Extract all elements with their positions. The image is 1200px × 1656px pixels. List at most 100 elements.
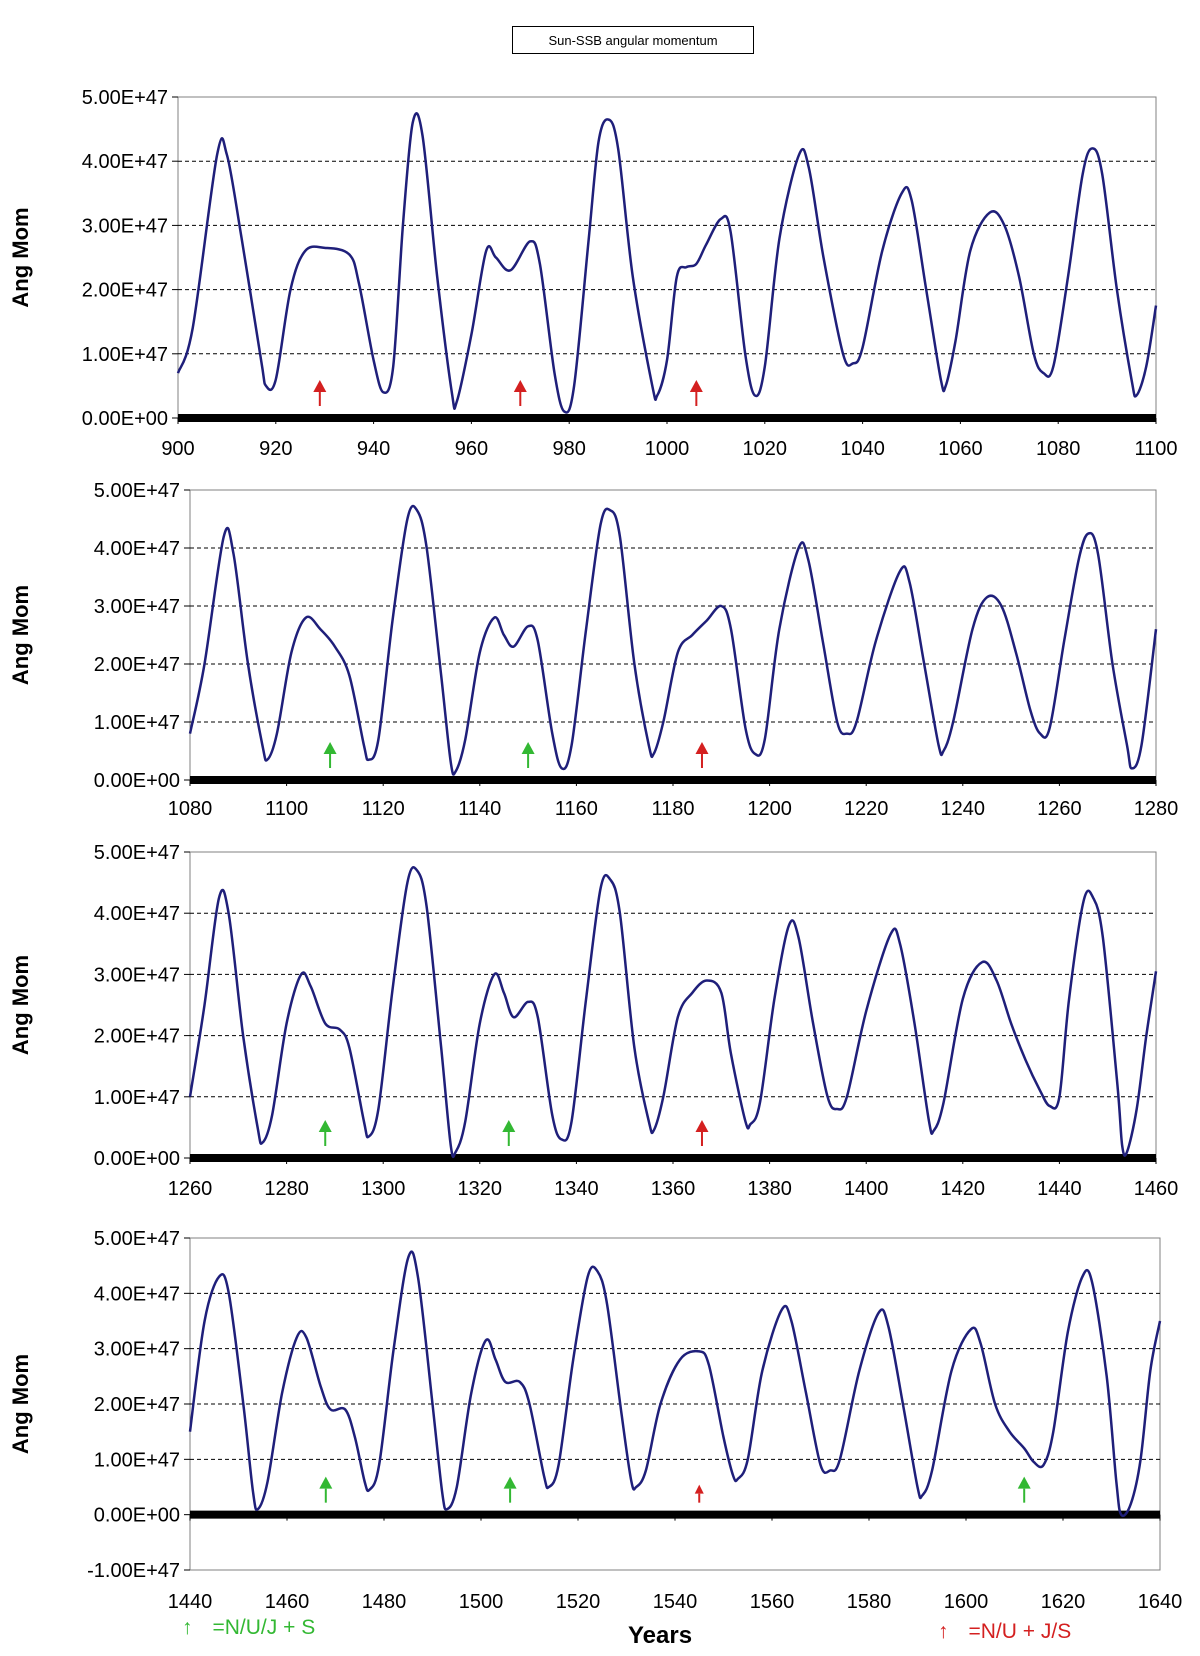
x-tick-label: 1460 (1134, 1178, 1179, 1200)
plot-area (189, 851, 1157, 1159)
y-tick-label: 3.00E+47 (82, 215, 168, 237)
x-tick-label: 1540 (653, 1591, 698, 1613)
green-arrow-marker (319, 1476, 333, 1503)
x-tick-label: 1160 (555, 798, 598, 820)
y-tick-label: 1.00E+47 (94, 712, 180, 734)
x-tick-label: 1480 (362, 1591, 407, 1613)
series-line (176, 112, 1158, 414)
x-tick-label: 1380 (747, 1178, 792, 1200)
chart-panel-4: -1.00E+47 0.00E+00 1.00E+47 2.00E+47 3.00E+4… (8, 1228, 1182, 1613)
x-tick-label: 1340 (554, 1178, 599, 1200)
legend-green-label: =N/U/J + S (212, 1616, 316, 1639)
red-arrow-icon: ↑ (938, 1620, 949, 1643)
y-tick-label: 2.00E+47 (94, 1394, 180, 1416)
chart-panel-1: 0.00E+00 1.00E+47 2.00E+47 3.00E+47 4.00E+47… (8, 87, 1178, 460)
y-tick-label: 0.00E+00 (82, 408, 168, 430)
y-tick-label: 2.00E+47 (82, 280, 168, 302)
green-arrow-marker (1017, 1476, 1031, 1503)
y-tick-label: 0.00E+00 (94, 1148, 180, 1170)
x-tick-label: 1580 (847, 1591, 892, 1613)
x-tick-label: 1600 (944, 1591, 989, 1613)
arrow-head (695, 1120, 709, 1132)
y-tick-label: 4.00E+47 (94, 538, 180, 560)
green-arrow-marker (318, 1120, 332, 1146)
y-tick-label: 0.00E+00 (94, 1505, 180, 1527)
y-tick-label: 5.00E+47 (94, 842, 180, 864)
legend-green-item: ↑ =N/U/J + S (182, 1616, 315, 1640)
chart-panel-2: 0.00E+00 1.00E+47 2.00E+47 3.00E+47 4.00E+47… (8, 480, 1178, 820)
y-tick-label: 3.00E+47 (94, 596, 180, 618)
x-tick-label: 1440 (1037, 1178, 1082, 1200)
x-tick-label: 1460 (265, 1591, 310, 1613)
y-tick-label: 2.00E+47 (94, 1026, 180, 1048)
chart-panel-3: 0.00E+00 1.00E+47 2.00E+47 3.00E+47 4.00E+47… (8, 842, 1178, 1200)
x-tick-label: 1000 (645, 438, 690, 460)
x-tick-label: 1100 (1134, 438, 1177, 460)
y-tick-label: 0.00E+00 (94, 770, 180, 792)
red-arrow-marker (689, 380, 703, 406)
green-arrow-marker (502, 1120, 516, 1146)
red-arrow-marker (695, 742, 709, 768)
x-tick-label: 1120 (362, 798, 405, 820)
arrow-head (694, 1484, 704, 1494)
green-arrow-marker (521, 742, 535, 768)
red-arrow-marker (313, 380, 327, 406)
x-tick-label: 940 (357, 438, 390, 460)
x-tick-label: 1560 (750, 1591, 795, 1613)
x-tick-label: 920 (259, 438, 292, 460)
y-tick-label: 4.00E+47 (94, 1283, 180, 1305)
arrow-head (513, 380, 527, 392)
y-tick-label: 5.00E+47 (82, 87, 168, 109)
y-tick-label: 3.00E+47 (94, 1339, 180, 1361)
x-tick-label: 1360 (651, 1178, 696, 1200)
y-tick-label: 4.00E+47 (82, 151, 168, 173)
red-arrow-marker (695, 1120, 709, 1146)
arrow-head (318, 1120, 332, 1132)
x-tick-label: 900 (161, 438, 194, 460)
arrow-head (689, 380, 703, 392)
x-tick-label: 1060 (938, 438, 983, 460)
y-tick-label: -1.00E+47 (87, 1560, 180, 1582)
series-line (188, 866, 1158, 1159)
y-tick-label: 5.00E+47 (94, 1228, 180, 1250)
x-tick-label: 1620 (1041, 1591, 1086, 1613)
green-arrow-icon: ↑ (182, 1616, 193, 1639)
y-tick-label: 1.00E+47 (82, 344, 168, 366)
x-tick-label: 1440 (168, 1591, 213, 1613)
x-tick-label: 980 (553, 438, 586, 460)
x-tick-label: 1500 (459, 1591, 504, 1613)
x-tick-label: 1140 (458, 798, 501, 820)
x-tick-label: 1300 (361, 1178, 406, 1200)
x-tick-label: 1080 (168, 798, 213, 820)
x-tick-label: 960 (455, 438, 488, 460)
chart-title: Sun-SSB angular momentum (512, 26, 754, 54)
x-tick-label: 1080 (1036, 438, 1081, 460)
x-tick-label: 1220 (844, 798, 889, 820)
x-tick-label: 1280 (1134, 798, 1179, 820)
legend-red-item: ↑ =N/U + J/S (938, 1620, 1071, 1644)
arrow-head (502, 1120, 516, 1132)
x-tick-label: 1240 (941, 798, 986, 820)
x-tick-label: 1100 (265, 798, 308, 820)
x-tick-label: 1260 (168, 1178, 213, 1200)
y-axis-label: Ang Mom (8, 207, 33, 307)
green-arrow-marker (503, 1476, 517, 1503)
red-arrow-marker (694, 1484, 704, 1503)
arrow-head (503, 1476, 517, 1489)
x-tick-label: 1520 (556, 1591, 601, 1613)
arrow-head (313, 380, 327, 392)
y-axis-label: Ang Mom (8, 955, 33, 1055)
y-tick-label: 2.00E+47 (94, 654, 180, 676)
arrow-head (319, 1476, 333, 1489)
y-tick-label: 1.00E+47 (94, 1449, 180, 1471)
x-tick-label: 1180 (651, 798, 694, 820)
series-line (188, 1250, 1162, 1518)
x-axis-label: Years (628, 1622, 693, 1649)
y-tick-label: 5.00E+47 (94, 480, 180, 502)
x-tick-label: 1260 (1037, 798, 1082, 820)
arrow-head (323, 742, 337, 754)
plot-area (177, 96, 1157, 419)
x-tick-label: 1020 (743, 438, 788, 460)
arrow-head (695, 742, 709, 754)
